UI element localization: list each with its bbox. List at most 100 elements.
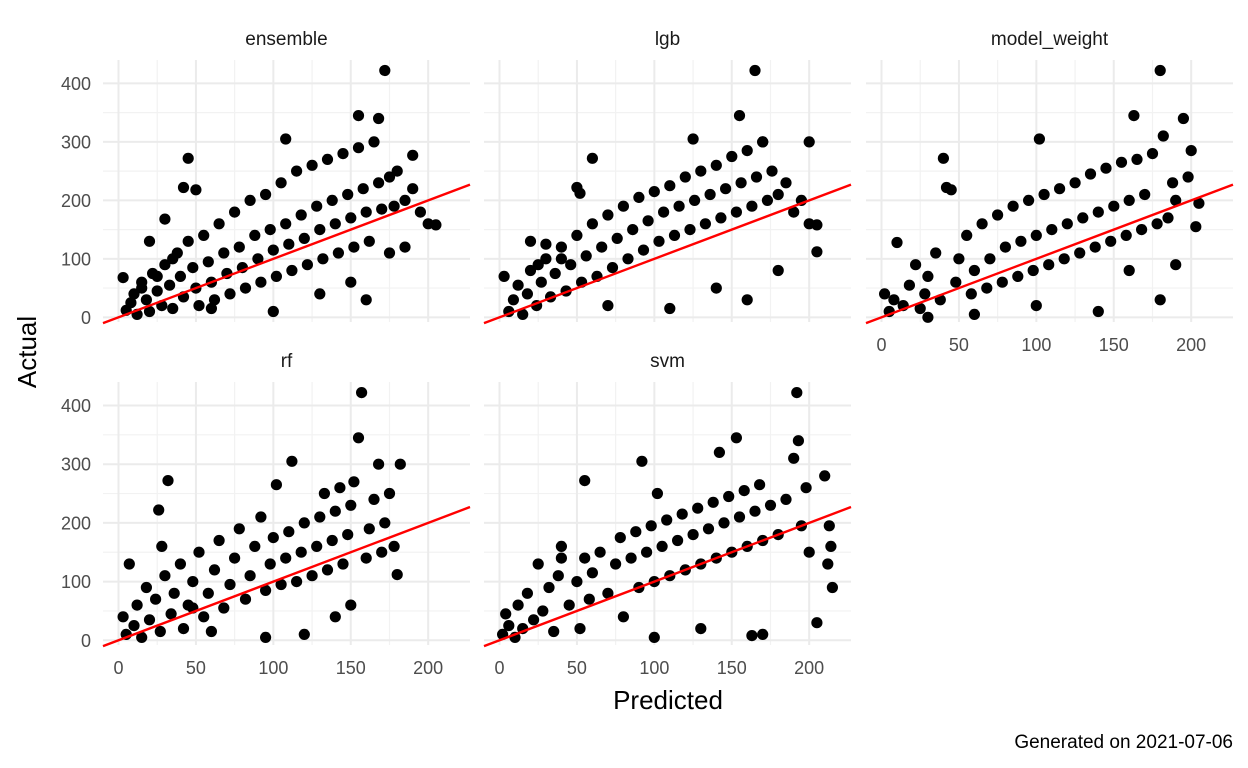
data-point [239,282,252,294]
x-tick-label: 150 [1099,335,1129,355]
data-point [656,540,668,553]
x-tick-label: 200 [1176,335,1206,355]
data-point [1182,171,1194,183]
data-point [695,623,707,635]
data-point [159,213,171,225]
data-point [617,611,630,623]
data-point [1038,188,1050,201]
data-point [373,177,385,189]
x-tick-label: 200 [413,658,443,678]
data-point [826,581,839,594]
data-point [788,206,800,218]
data-point [159,570,171,582]
data-point [373,458,385,470]
data-point [1092,305,1104,318]
data-point [202,587,214,599]
data-point [1046,224,1058,236]
data-point [218,247,230,259]
data-point [1185,145,1197,157]
data-point [352,142,365,154]
data-point [182,152,194,164]
data-point [345,499,357,511]
data-point [532,558,544,570]
data-point [914,302,926,315]
data-point [140,581,152,594]
y-tick-label: 200 [61,513,91,533]
data-point [379,64,391,77]
data-point [383,171,396,183]
data-point [337,148,349,160]
data-point [198,229,210,241]
data-point [291,576,303,588]
x-tick-label: 50 [567,658,587,678]
data-point [326,534,338,547]
data-point [295,546,307,558]
facet-title-ensemble: ensemble [245,29,327,50]
data-point [528,614,540,626]
data-point [352,432,365,444]
data-point [363,235,375,247]
data-point [968,264,981,277]
data-point [140,294,152,306]
data-point [1193,197,1205,209]
data-point [280,133,292,145]
data-point [202,256,214,268]
data-point [123,558,135,570]
data-point [167,253,179,265]
data-point [298,628,310,641]
data-point [583,593,595,605]
data-point [658,206,670,218]
data-point [919,288,931,300]
data-point [1054,183,1066,195]
data-point [224,288,236,300]
data-point [507,294,519,306]
data-point [363,523,375,535]
data-point [430,219,442,231]
data-point [571,576,583,588]
data-point [602,587,614,599]
data-point [754,479,766,491]
data-point [151,285,163,297]
data-point [252,253,264,265]
data-point [187,576,199,588]
data-point [1074,247,1086,259]
data-point [713,446,726,458]
data-point [586,567,599,579]
data-point [150,593,162,605]
data-point [193,546,205,558]
data-point [267,305,279,318]
data-point [1084,168,1097,180]
reference-line [102,183,471,325]
data-point [1089,241,1101,253]
data-point [131,599,143,611]
data-point [208,294,221,306]
data-point [512,599,524,611]
y-axis-title: Actual [12,316,42,388]
data-point [1115,156,1128,168]
y-tick-label: 100 [61,249,91,269]
data-point [976,218,988,230]
data-point [910,259,922,271]
data-point [143,614,156,626]
data-point [311,540,323,553]
data-point [555,540,568,553]
data-point [651,487,664,500]
data-point [757,628,769,641]
data-point [1157,130,1169,142]
data-point [922,270,934,282]
data-point [735,177,747,189]
data-point [1012,270,1024,282]
data-point [168,587,180,599]
data-point [961,229,973,241]
data-point [260,584,272,597]
data-point [645,520,657,532]
data-point [1069,177,1081,189]
data-point [625,552,637,564]
data-point [314,224,326,236]
data-point [151,270,163,282]
data-point [922,311,934,323]
data-point [264,558,276,570]
data-point [792,435,805,447]
y-tick-label: 300 [61,132,91,152]
data-point [1170,259,1182,271]
